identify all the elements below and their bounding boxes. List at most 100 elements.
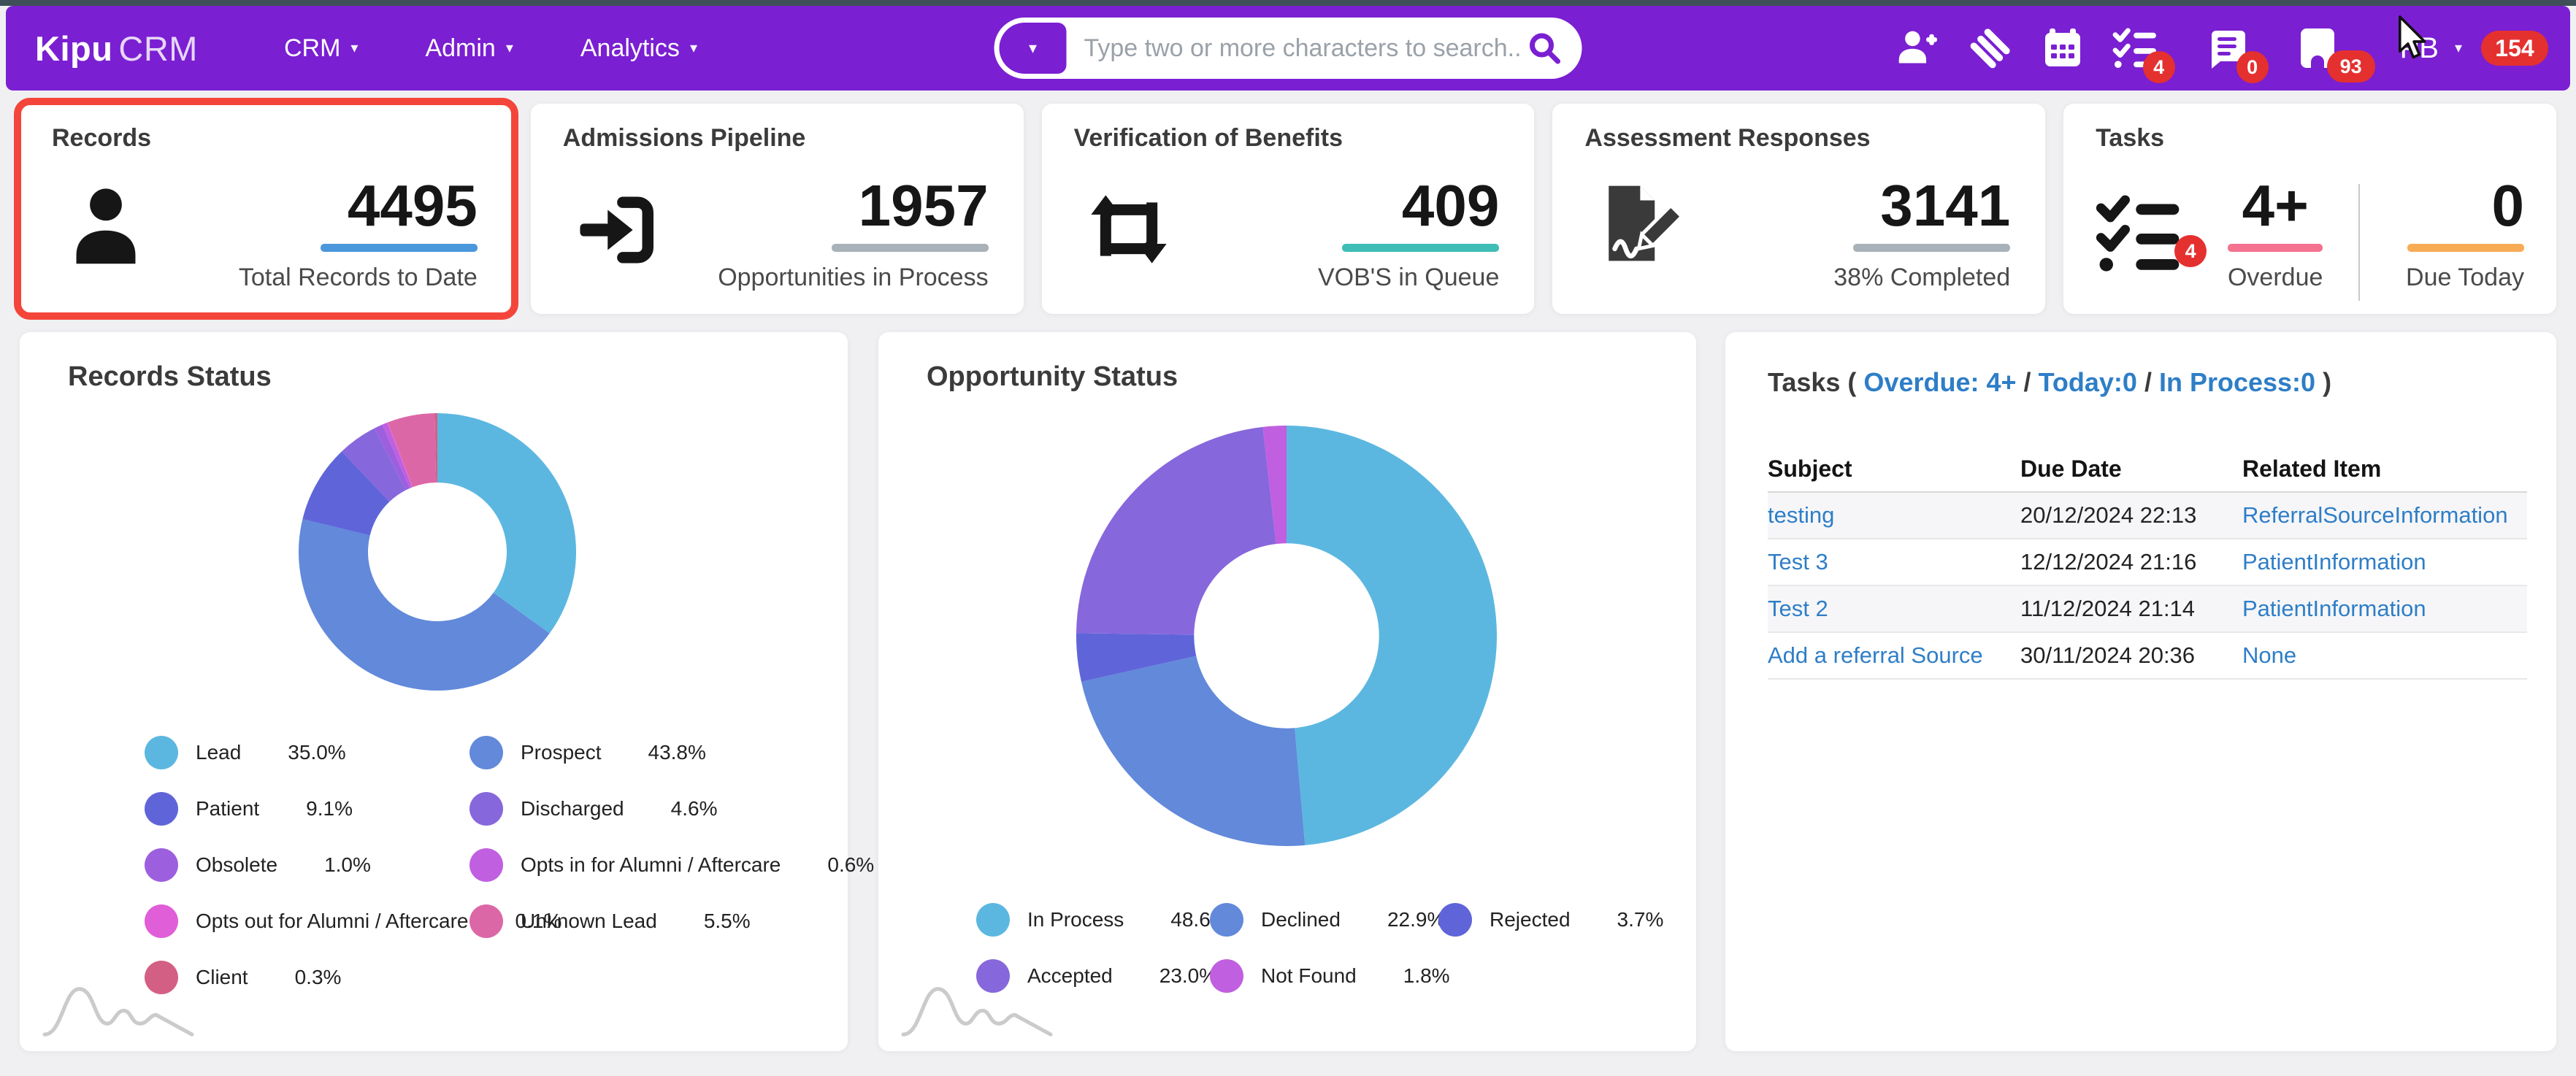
legend-percent: 9.1% [306, 796, 353, 820]
legend-item[interactable]: In Process 48.6% [976, 891, 1229, 948]
file-signature-icon [1609, 185, 1684, 261]
legend-percent: 0.6% [827, 853, 875, 876]
legend-percent: 0.1% [515, 909, 562, 932]
records-card[interactable]: Records 4495 Total Records to Date [14, 98, 518, 320]
search-icon[interactable] [1528, 31, 1562, 65]
today-filter-link[interactable]: Today:0 [2038, 367, 2137, 397]
vob-card[interactable]: Verification of Benefits 409 VOB'S in Qu… [1041, 104, 1535, 314]
records-caption: Total Records to Date [238, 264, 478, 291]
logo-kipu: Kipu [35, 28, 113, 68]
nav-tasks-button[interactable]: 4 [2112, 28, 2175, 83]
tasks-list-panel: Tasks ( Overdue: 4+ / Today:0 / In Proce… [1725, 332, 2556, 1051]
task-subject-link[interactable]: Add a referral Source [1768, 642, 1983, 668]
donut-slice-opts-in-for-alumni-aftercare[interactable] [382, 422, 413, 488]
overdue-stat: 4+ Overdue [2195, 177, 2355, 292]
repeat-icon [1090, 195, 1167, 264]
accent-underline [831, 244, 989, 252]
nav-right-cluster: 4 0 93 PB ▾ 154 [1895, 27, 2548, 83]
donut-slice-lead[interactable] [437, 413, 576, 634]
card-title: Assessment Responses [1584, 124, 1871, 152]
admissions-pipeline-card[interactable]: Admissions Pipeline 1957 Opportunities i… [530, 104, 1024, 314]
col-due-date: Due Date [2020, 455, 2122, 482]
overdue-value: 4+ [2242, 173, 2309, 238]
records-status-panel: Records Status Lead 35.0% Patient 9.1% Obsol… [20, 332, 874, 1051]
legend-item[interactable]: Opts in for Alumni / Aftercare 0.6% [469, 837, 874, 893]
assessment-responses-card[interactable]: Assessment Responses 3141 38% Completed [1552, 104, 2046, 314]
legend-item[interactable]: Obsolete 1.0% [145, 837, 561, 893]
donut-slice-in-process[interactable] [1287, 426, 1498, 845]
legend-item[interactable]: Declined 22.9% [1210, 891, 1445, 948]
app-logo[interactable]: Kipu CRM [35, 28, 198, 69]
legend-percent: 0.3% [294, 965, 342, 988]
legend-item[interactable]: Unknown Lead 5.5% [469, 893, 874, 949]
assessment-stat: 3141 38% Completed [1833, 177, 2011, 292]
donut-slice-opts-out-for-alumni-aftercare[interactable] [387, 422, 413, 488]
search-scope-dropdown[interactable]: ▾ [999, 23, 1067, 74]
legend-item[interactable]: Patient 9.1% [145, 780, 561, 837]
legend-swatch-icon [1438, 902, 1472, 937]
opportunity-status-panel: Opportunity Status In Process 48.6% Declin… [878, 332, 1696, 1051]
legend-item[interactable]: Rejected 3.7% [1438, 891, 1745, 948]
chat-icon [2211, 31, 2245, 69]
window-top-edge [0, 0, 2576, 6]
overdue-filter-link[interactable]: Overdue: 4+ [1863, 367, 2017, 397]
tasks-table-header: Subject Due Date Related Item [1768, 446, 2527, 493]
tasks-card[interactable]: Tasks 4 4+ Overdue 0 [2063, 104, 2556, 314]
donut-slice-prospect[interactable] [299, 519, 550, 691]
menu-admin[interactable]: Admin ▾ [425, 34, 513, 62]
task-related-item-link[interactable]: PatientInformation [2242, 549, 2426, 574]
caret-down-icon[interactable]: ▾ [2454, 40, 2462, 56]
table-row: Test 2 11/12/2024 21:14 PatientInformation [1768, 586, 2527, 633]
legend-item[interactable]: Prospect 43.8% [469, 724, 874, 780]
donut-slice-declined[interactable] [1081, 656, 1306, 846]
donut-slice-obsolete[interactable] [374, 424, 410, 491]
task-related-item-link[interactable]: None [2242, 642, 2297, 668]
nav-messages-button[interactable]: 0 [2206, 28, 2269, 83]
legend-swatch-icon [145, 960, 178, 994]
donut-slice-patient[interactable] [302, 451, 390, 536]
tablet-icon [2300, 28, 2334, 68]
kipu-mark-icon[interactable] [1969, 27, 2012, 69]
donut-slice-accepted[interactable] [1076, 426, 1276, 635]
table-row: Test 3 12/12/2024 21:16 PatientInformation [1768, 539, 2527, 586]
task-subject-link[interactable]: testing [1768, 502, 1835, 528]
search-input[interactable] [1066, 34, 1528, 63]
legend-label: Client [196, 965, 248, 988]
legend-item[interactable]: Discharged 4.6% [469, 780, 874, 837]
task-related-item-link[interactable]: PatientInformation [2242, 596, 2426, 621]
task-subject-link[interactable]: Test 2 [1768, 596, 1828, 621]
donut-slice-rejected[interactable] [1076, 633, 1197, 682]
donut-slice-not-found[interactable] [1262, 426, 1287, 545]
divider [2358, 184, 2361, 301]
legend-label: Obsolete [196, 853, 278, 876]
in-process-filter-link[interactable]: In Process:0 [2158, 367, 2316, 397]
inbox-count-badge: 93 [2326, 50, 2375, 82]
task-related-item-link[interactable]: ReferralSourceInformation [2242, 502, 2508, 528]
donut-slice-discharged[interactable] [342, 428, 406, 502]
legend-item[interactable]: Opts out for Alumni / Aftercare 0.1% [145, 893, 561, 949]
legend-item[interactable]: Not Found 1.8% [1210, 948, 1450, 1004]
messages-count-badge: 0 [2236, 51, 2269, 83]
main-menu: CRM ▾ Admin ▾ Analytics ▾ [284, 34, 697, 63]
legend-swatch-icon [145, 735, 178, 769]
menu-analytics[interactable]: Analytics ▾ [580, 34, 697, 62]
card-title: Records [52, 124, 152, 152]
task-due-date: 30/11/2024 20:36 [2020, 642, 2196, 668]
records-value: 4495 [347, 173, 478, 238]
add-user-icon[interactable] [1895, 28, 1939, 69]
nav-inbox-button[interactable]: 93 [2298, 27, 2375, 82]
calendar-icon[interactable] [2042, 27, 2083, 69]
task-subject-link[interactable]: Test 3 [1768, 549, 1828, 574]
menu-crm[interactable]: CRM ▾ [283, 34, 359, 62]
legend-label: Not Found [1261, 964, 1357, 987]
tasks-card-badge: 4 [2174, 235, 2207, 267]
legend-label: Rejected [1490, 907, 1571, 931]
legend-item[interactable]: Accepted 23.0% [976, 948, 1217, 1004]
legend-item[interactable]: Client 0.3% [145, 949, 561, 1005]
donut-slice-client[interactable] [434, 413, 437, 483]
donut-slice-unknown-lead[interactable] [388, 413, 437, 488]
legend-swatch-icon [145, 791, 178, 826]
legend-label: Lead [196, 740, 242, 764]
legend-item[interactable]: Lead 35.0% [145, 724, 561, 780]
panel-title: Records Status [68, 361, 272, 392]
